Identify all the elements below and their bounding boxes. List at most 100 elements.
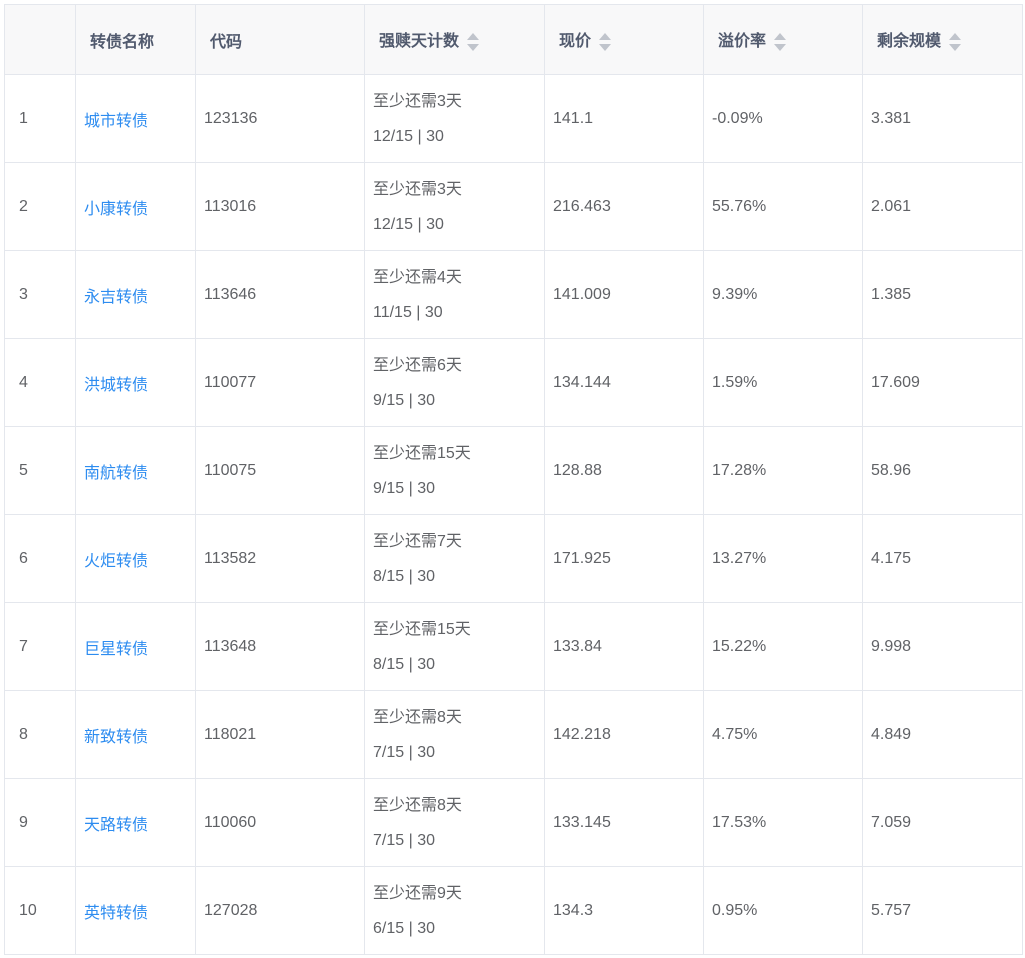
code-cell: 110075 xyxy=(195,426,365,515)
days-remaining: 至少还需3天 xyxy=(373,180,462,198)
redeem-count: 11/15 | 30 xyxy=(373,303,443,321)
redeem-days-cell: 至少还需3天 12/15 | 30 xyxy=(364,162,545,251)
sort-ascending-icon[interactable] xyxy=(774,32,787,40)
premium-rate-cell: 1.59% xyxy=(703,338,863,427)
sort-descending-icon[interactable] xyxy=(949,43,962,51)
remaining-size-cell: 1.385 xyxy=(862,250,1023,339)
table-row: 2 小康转债 113016 至少还需3天 12/15 | 30 216.463 55.76%… xyxy=(4,162,1023,251)
column-header-remaining-size[interactable]: 剩余规模 xyxy=(862,4,1023,75)
table-row: 7 巨星转债 113648 至少还需15天 8/15 | 30 133.84 15.22% 9… xyxy=(4,602,1023,691)
bond-name-cell: 天路转债 xyxy=(75,778,196,867)
row-index: 1 xyxy=(4,74,76,163)
redeem-days-cell: 至少还需6天 9/15 | 30 xyxy=(364,338,545,427)
table-row: 5 南航转债 110075 至少还需15天 9/15 | 30 128.88 17.28% 5… xyxy=(4,426,1023,515)
redeem-count: 9/15 | 30 xyxy=(373,479,435,497)
days-remaining: 至少还需9天 xyxy=(373,884,462,902)
table-header: 转债名称 代码 强赎天计数 现价 溢价率 剩余规模 xyxy=(4,4,1023,75)
column-header-price[interactable]: 现价 xyxy=(544,4,704,75)
bond-name-cell: 洪城转债 xyxy=(75,338,196,427)
sort-icon[interactable] xyxy=(599,32,612,52)
redeem-days-cell: 至少还需3天 12/15 | 30 xyxy=(364,74,545,163)
bond-name-link[interactable]: 城市转债 xyxy=(84,112,149,130)
bond-name-cell: 新致转债 xyxy=(75,690,196,779)
sort-descending-icon[interactable] xyxy=(467,43,480,51)
bond-name-link[interactable]: 火炬转债 xyxy=(84,552,149,570)
row-index: 6 xyxy=(4,514,76,603)
redeem-days-cell: 至少还需15天 9/15 | 30 xyxy=(364,426,545,515)
code-cell: 113582 xyxy=(195,514,365,603)
remaining-size-cell: 4.175 xyxy=(862,514,1023,603)
table-row: 1 城市转债 123136 至少还需3天 12/15 | 30 141.1 -0.09% 3.… xyxy=(4,74,1023,163)
premium-rate-cell: 17.53% xyxy=(703,778,863,867)
table-row: 10 英特转债 127028 至少还需9天 6/15 | 30 134.3 0.95% 5.7… xyxy=(4,866,1023,955)
price-cell: 134.144 xyxy=(544,338,704,427)
table-row: 4 洪城转债 110077 至少还需6天 9/15 | 30 134.144 1.59% 17… xyxy=(4,338,1023,427)
bond-name-link[interactable]: 南航转债 xyxy=(84,464,149,482)
price-cell: 133.84 xyxy=(544,602,704,691)
premium-rate-cell: 9.39% xyxy=(703,250,863,339)
price-cell: 133.145 xyxy=(544,778,704,867)
premium-rate-cell: 17.28% xyxy=(703,426,863,515)
price-cell: 134.3 xyxy=(544,866,704,955)
row-index: 8 xyxy=(4,690,76,779)
premium-rate-cell: 55.76% xyxy=(703,162,863,251)
sort-descending-icon[interactable] xyxy=(774,43,787,51)
code-cell: 110077 xyxy=(195,338,365,427)
price-cell: 141.1 xyxy=(544,74,704,163)
sort-icon[interactable] xyxy=(774,32,787,52)
redeem-days-cell: 至少还需7天 8/15 | 30 xyxy=(364,514,545,603)
row-index: 5 xyxy=(4,426,76,515)
remaining-size-cell: 2.061 xyxy=(862,162,1023,251)
price-cell: 171.925 xyxy=(544,514,704,603)
redeem-days-cell: 至少还需4天 11/15 | 30 xyxy=(364,250,545,339)
bond-name-link[interactable]: 新致转债 xyxy=(84,728,149,746)
days-remaining: 至少还需4天 xyxy=(373,268,462,286)
column-header-label: 强赎天计数 xyxy=(379,33,460,51)
column-header-label: 现价 xyxy=(559,33,592,51)
redeem-count: 8/15 | 30 xyxy=(373,567,435,585)
remaining-size-cell: 58.96 xyxy=(862,426,1023,515)
days-remaining: 至少还需15天 xyxy=(373,444,471,462)
code-cell: 113016 xyxy=(195,162,365,251)
sort-ascending-icon[interactable] xyxy=(949,32,962,40)
column-header-premium-rate[interactable]: 溢价率 xyxy=(703,4,863,75)
bond-name-link[interactable]: 英特转债 xyxy=(84,904,149,922)
bond-name-cell: 永吉转债 xyxy=(75,250,196,339)
bond-name-link[interactable]: 洪城转债 xyxy=(84,376,149,394)
table-row: 8 新致转债 118021 至少还需8天 7/15 | 30 142.218 4.75% 4.… xyxy=(4,690,1023,779)
row-index: 9 xyxy=(4,778,76,867)
sort-icon[interactable] xyxy=(949,32,962,52)
premium-rate-cell: -0.09% xyxy=(703,74,863,163)
days-remaining: 至少还需7天 xyxy=(373,532,462,550)
redeem-days-cell: 至少还需9天 6/15 | 30 xyxy=(364,866,545,955)
sort-icon[interactable] xyxy=(467,32,480,52)
bond-name-cell: 小康转债 xyxy=(75,162,196,251)
table-row: 9 天路转债 110060 至少还需8天 7/15 | 30 133.145 17.53% 7… xyxy=(4,778,1023,867)
column-header-redeem-days[interactable]: 强赎天计数 xyxy=(364,4,545,75)
sort-ascending-icon[interactable] xyxy=(599,32,612,40)
price-cell: 128.88 xyxy=(544,426,704,515)
bond-name-link[interactable]: 小康转债 xyxy=(84,200,149,218)
redeem-days-cell: 至少还需8天 7/15 | 30 xyxy=(364,690,545,779)
row-index: 7 xyxy=(4,602,76,691)
premium-rate-cell: 13.27% xyxy=(703,514,863,603)
redeem-count: 12/15 | 30 xyxy=(373,127,444,145)
code-cell: 127028 xyxy=(195,866,365,955)
bond-name-cell: 南航转债 xyxy=(75,426,196,515)
column-header-code: 代码 xyxy=(195,4,365,75)
bond-name-link[interactable]: 天路转债 xyxy=(84,816,149,834)
row-index: 3 xyxy=(4,250,76,339)
redeem-count: 6/15 | 30 xyxy=(373,919,435,937)
column-header-label: 溢价率 xyxy=(718,33,767,51)
bond-name-link[interactable]: 永吉转债 xyxy=(84,288,149,306)
redeem-days-cell: 至少还需8天 7/15 | 30 xyxy=(364,778,545,867)
row-index: 10 xyxy=(4,866,76,955)
row-index: 4 xyxy=(4,338,76,427)
column-header-label: 转债名称 xyxy=(90,33,155,51)
column-header-index xyxy=(4,4,76,75)
sort-ascending-icon[interactable] xyxy=(467,32,480,40)
bond-name-link[interactable]: 巨星转债 xyxy=(84,640,149,658)
redeem-count: 8/15 | 30 xyxy=(373,655,435,673)
days-remaining: 至少还需15天 xyxy=(373,620,471,638)
sort-descending-icon[interactable] xyxy=(599,43,612,51)
